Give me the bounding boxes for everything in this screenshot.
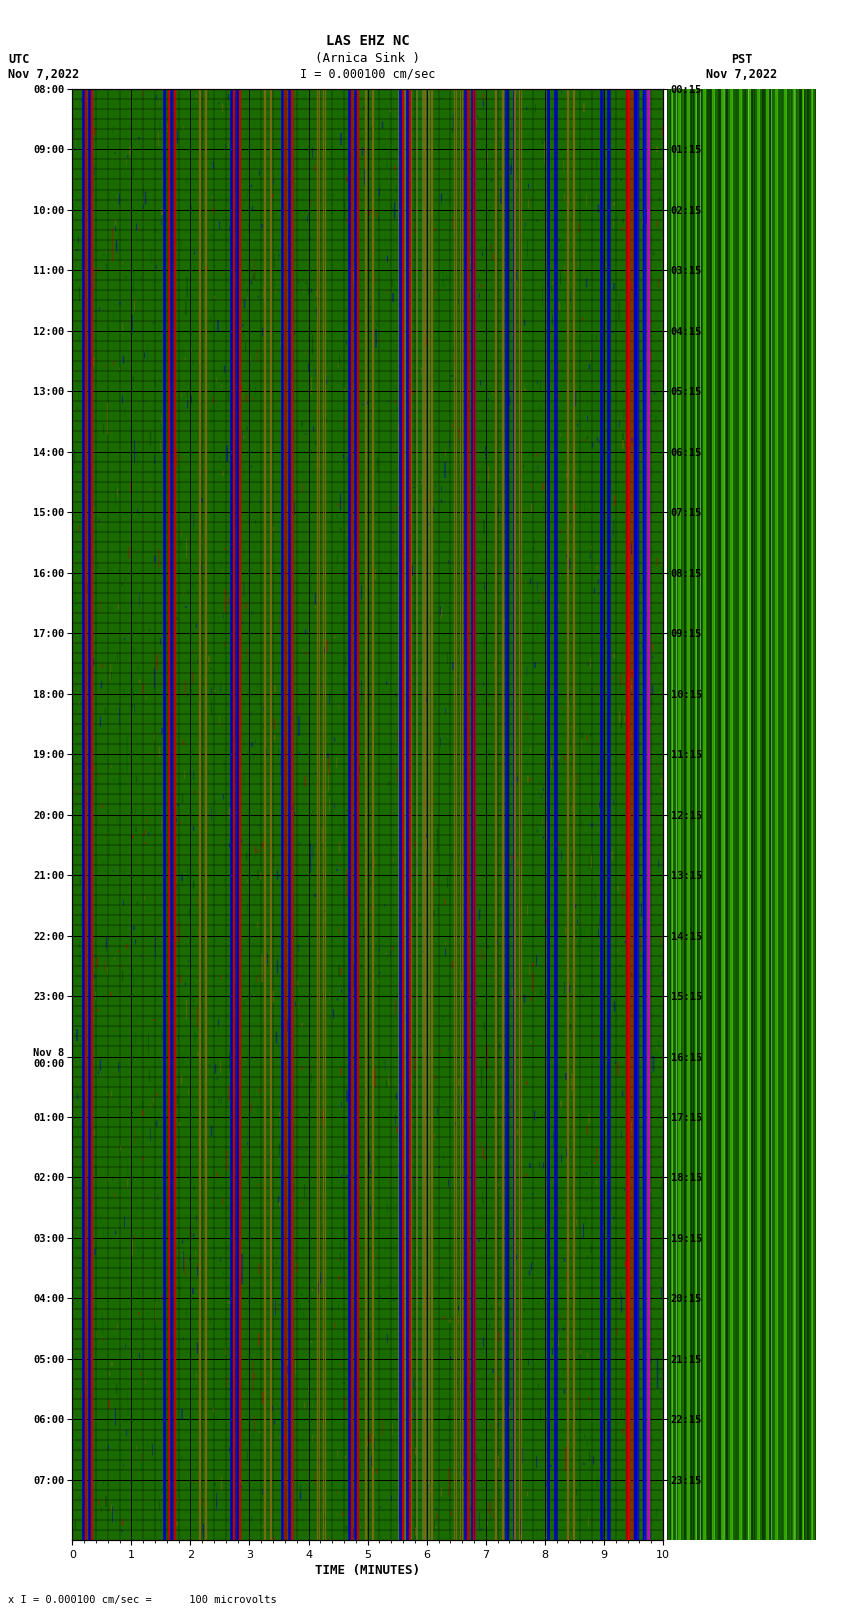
Text: x I = 0.000100 cm/sec =      100 microvolts: x I = 0.000100 cm/sec = 100 microvolts xyxy=(8,1595,277,1605)
Text: (Arnica Sink ): (Arnica Sink ) xyxy=(315,52,420,65)
X-axis label: TIME (MINUTES): TIME (MINUTES) xyxy=(315,1565,420,1578)
Text: UTC
Nov 7,2022: UTC Nov 7,2022 xyxy=(8,53,80,81)
Text: LAS EHZ NC: LAS EHZ NC xyxy=(326,34,410,48)
Text: PST
Nov 7,2022: PST Nov 7,2022 xyxy=(706,53,777,81)
Text: I = 0.000100 cm/sec: I = 0.000100 cm/sec xyxy=(300,68,435,81)
